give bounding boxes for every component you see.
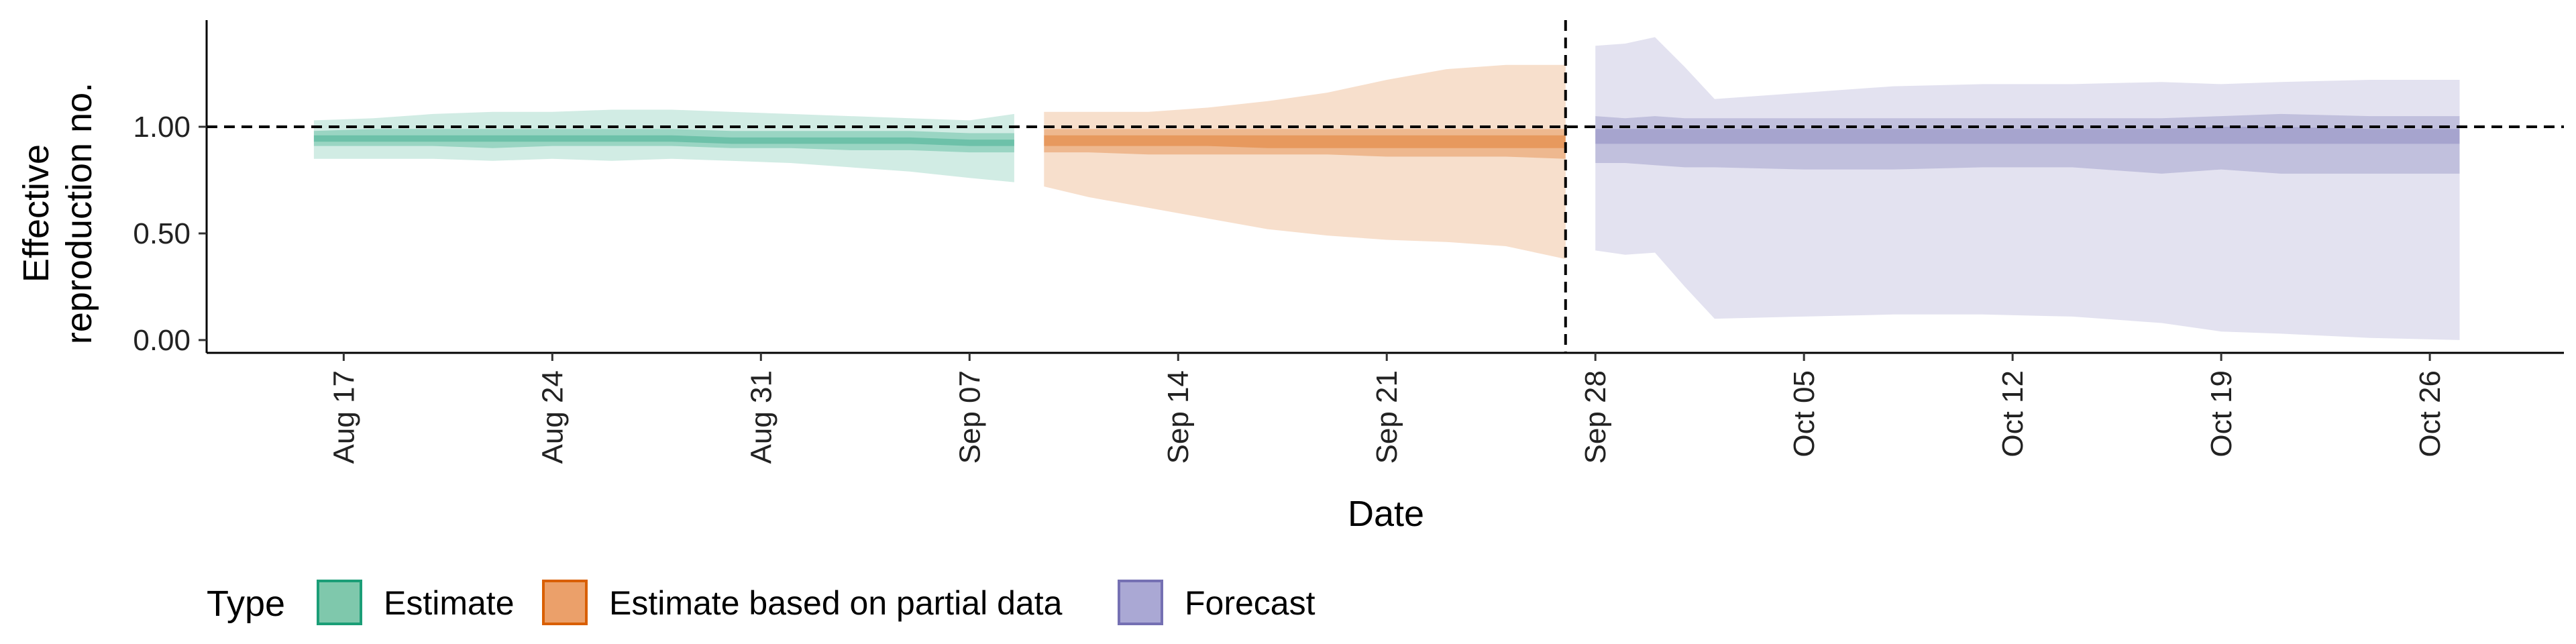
legend-swatch-forecast bbox=[1118, 580, 1163, 625]
forecast-band-inner bbox=[1595, 127, 2460, 144]
reference-lines bbox=[207, 20, 2564, 353]
legend-title: Type bbox=[207, 584, 285, 624]
partial-band-middle bbox=[1044, 129, 1566, 159]
forecast-band-outer bbox=[1595, 37, 2460, 340]
partial-band-outer bbox=[1044, 64, 1566, 260]
y-tick-label: 0.00 bbox=[133, 324, 191, 357]
x-tick-label: Aug 17 bbox=[327, 370, 360, 464]
y-axis-title-line2: reproduction no. bbox=[59, 83, 99, 344]
x-tick-label: Oct 05 bbox=[1788, 370, 1821, 458]
bands-layer bbox=[313, 37, 2460, 340]
x-tick-label: Aug 24 bbox=[536, 370, 569, 464]
legend-swatch-partial bbox=[542, 580, 588, 625]
estimate-band-inner bbox=[313, 135, 1014, 146]
y-tick-label: 0.50 bbox=[133, 217, 191, 250]
partial-band-inner bbox=[1044, 135, 1566, 148]
legend-label-estimate: Estimate bbox=[384, 584, 515, 622]
y-axis-title-line1: Effective bbox=[16, 144, 56, 282]
legend-swatch-estimate bbox=[317, 580, 362, 625]
axes-layer bbox=[205, 20, 2564, 354]
x-tick-label: Aug 31 bbox=[745, 370, 777, 464]
x-tick-label: Oct 19 bbox=[2205, 370, 2238, 458]
y-tick-labels: 0.00 0.50 1.00 bbox=[133, 111, 207, 357]
legend: Type Estimate Estimate based on partial … bbox=[207, 580, 1316, 625]
legend-label-partial: Estimate based on partial data bbox=[609, 584, 1063, 622]
x-tick-label: Sep 07 bbox=[953, 370, 986, 464]
x-tick-label: Oct 26 bbox=[2414, 370, 2447, 458]
legend-label-forecast: Forecast bbox=[1185, 584, 1316, 622]
x-tick-label: Sep 21 bbox=[1371, 370, 1403, 464]
y-tick-label: 1.00 bbox=[133, 111, 191, 144]
x-tick-labels: Aug 17 Aug 24 Aug 31 Sep 07 Sep 14 Sep 21 Sep … bbox=[327, 353, 2447, 464]
x-tick-label: Sep 14 bbox=[1162, 370, 1195, 464]
estimate-band-middle bbox=[313, 129, 1014, 153]
x-axis-title: Date bbox=[1348, 494, 1424, 534]
x-tick-label: Oct 12 bbox=[1996, 370, 2029, 458]
x-tick-label: Sep 28 bbox=[1579, 370, 1612, 464]
forecast-band-middle bbox=[1595, 113, 2460, 174]
